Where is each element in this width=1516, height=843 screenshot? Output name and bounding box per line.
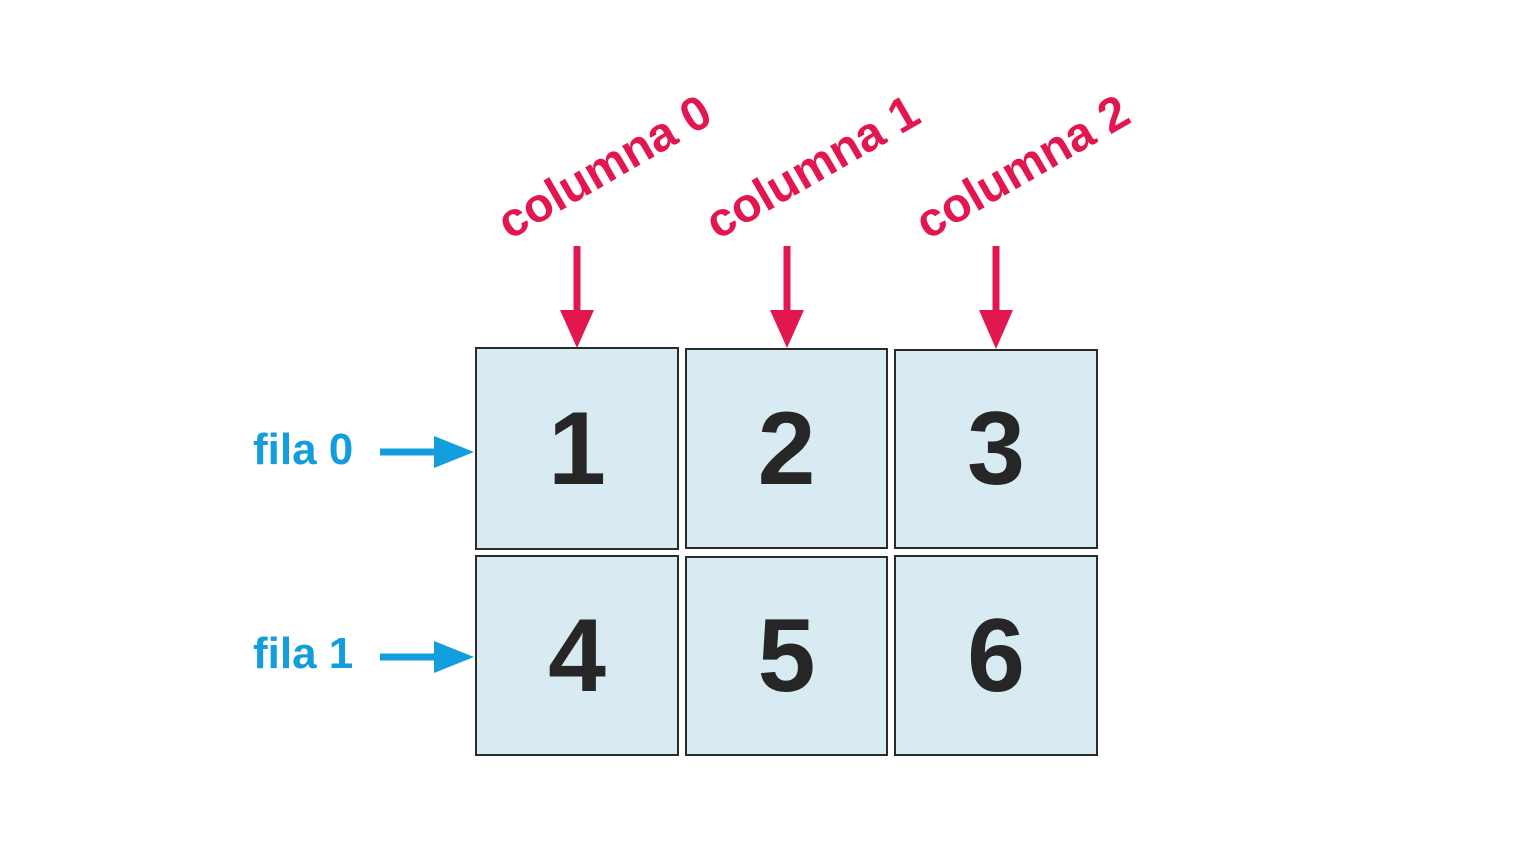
- row-label-0: fila 0: [253, 425, 354, 474]
- cell-r1-c1: 5: [685, 556, 888, 756]
- cell-value: 1: [548, 390, 606, 507]
- cell-value: 5: [757, 598, 816, 714]
- cell-r0-c2: 3: [894, 349, 1098, 549]
- cell-r1-c0: 4: [475, 555, 679, 756]
- cell-r0-c0: 1: [475, 347, 679, 550]
- cell-value: 6: [967, 597, 1025, 714]
- cell-value: 2: [757, 390, 816, 507]
- column-arrow-1: [770, 246, 804, 348]
- cell-value: 3: [967, 391, 1025, 507]
- cell-r1-c2: 6: [894, 555, 1098, 756]
- row-label-1: fila 1: [253, 629, 354, 678]
- column-arrow-2: [979, 246, 1013, 349]
- row-arrow-1: [380, 641, 474, 673]
- row-arrow-0: [380, 436, 474, 468]
- cell-r0-c1: 2: [685, 348, 888, 549]
- cell-value: 4: [548, 597, 606, 714]
- column-arrow-0: [560, 246, 594, 348]
